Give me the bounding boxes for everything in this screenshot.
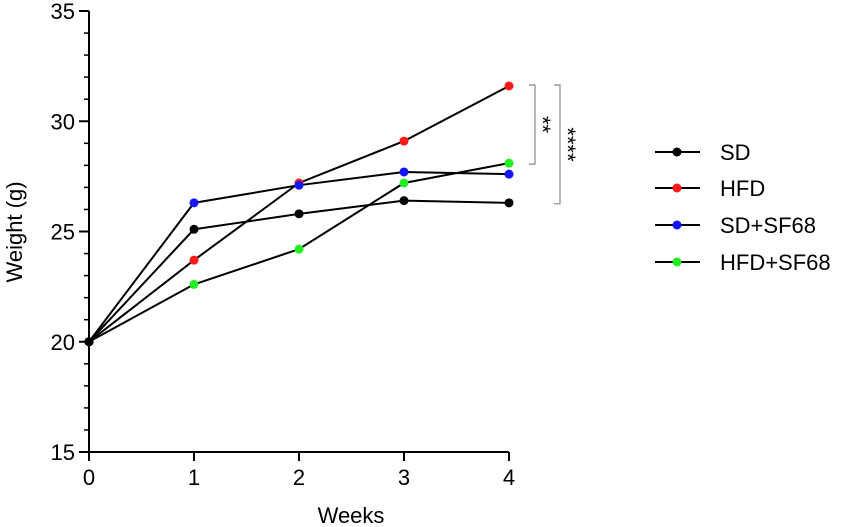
series-line	[88, 170, 510, 343]
legend-label: HFD	[720, 176, 765, 201]
series-layer	[84, 81, 514, 347]
data-point	[399, 167, 409, 177]
legend-label: SD	[720, 140, 751, 165]
legend-label: SD+SF68	[720, 213, 816, 238]
data-point	[399, 178, 409, 188]
legend-marker	[672, 147, 682, 157]
legend: SD HFD SD+SF68 HFD+SF68	[655, 140, 831, 275]
legend-marker	[672, 183, 682, 193]
significance-label: **	[530, 116, 555, 134]
data-point	[399, 136, 409, 146]
y-axis-title: Weight (g)	[2, 181, 27, 282]
significance-bracket	[529, 84, 536, 165]
data-point	[189, 279, 199, 289]
legend-label: HFD+SF68	[720, 250, 831, 275]
data-point	[294, 244, 304, 254]
significance-label: ****	[555, 127, 580, 162]
data-point	[399, 196, 409, 206]
x-tick-label: 1	[188, 465, 200, 490]
data-point	[504, 198, 514, 208]
data-point	[504, 169, 514, 179]
y-tick-label: 30	[51, 109, 75, 134]
significance-bracket	[554, 84, 561, 205]
legend-marker	[672, 257, 682, 267]
y-tick-label: 35	[51, 0, 75, 24]
significance-annotations: ******	[529, 84, 580, 205]
x-axis-title: Weeks	[318, 503, 385, 527]
data-point	[189, 255, 199, 265]
x-tick-label: 4	[503, 465, 515, 490]
y-tick-label: 15	[51, 440, 75, 465]
data-point	[84, 337, 94, 347]
data-point	[189, 224, 199, 234]
x-tick-label: 3	[398, 465, 410, 490]
series-line	[88, 199, 510, 343]
y-tick-label: 25	[51, 220, 75, 245]
legend-marker	[672, 220, 682, 230]
data-point	[294, 209, 304, 219]
data-point	[294, 180, 304, 190]
y-tick-label: 20	[51, 330, 75, 355]
data-point	[504, 81, 514, 91]
axes: 15 20 25 30 35 0 1 2 3 4	[51, 0, 516, 490]
x-tick-label: 0	[83, 465, 95, 490]
x-tick-label: 2	[293, 465, 305, 490]
data-point	[504, 158, 514, 168]
data-point	[189, 198, 199, 208]
